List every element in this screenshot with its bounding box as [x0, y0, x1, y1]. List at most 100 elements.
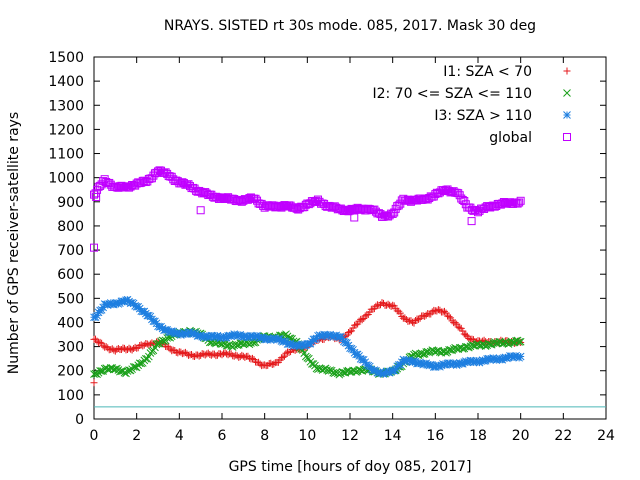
- data-point: [116, 367, 124, 376]
- data-point: [453, 320, 461, 328]
- y-tick-label: 400: [57, 315, 84, 331]
- data-point: [516, 352, 525, 361]
- legend-marker: [563, 89, 571, 97]
- data-point: [93, 311, 101, 320]
- data-point: [218, 333, 226, 342]
- data-point: [451, 319, 459, 327]
- data-point: [148, 339, 156, 347]
- data-point: [346, 328, 354, 336]
- data-point: [449, 359, 458, 368]
- data-point: [365, 362, 374, 371]
- x-tick-label: 6: [218, 428, 227, 444]
- data-point: [447, 314, 455, 322]
- data-point: [462, 331, 470, 339]
- data-point: [111, 365, 120, 374]
- y-tick-label: 200: [57, 364, 84, 380]
- data-point: [97, 306, 106, 314]
- legend-label: I2: 70 <= SZA <= 110: [372, 86, 532, 102]
- y-tick-label: 600: [57, 267, 84, 283]
- y-tick-label: 1300: [48, 98, 84, 114]
- data-point: [448, 317, 456, 325]
- y-tick-label: 700: [57, 243, 84, 259]
- data-point: [338, 334, 347, 343]
- data-point: [355, 317, 363, 325]
- y-tick-label: 1400: [48, 74, 84, 90]
- data-point: [267, 359, 275, 367]
- data-point: [224, 351, 232, 359]
- y-tick-label: 500: [57, 291, 84, 307]
- series-cross: [90, 326, 525, 379]
- data-point: [389, 301, 397, 309]
- data-point: [361, 312, 369, 320]
- outlier-point: [196, 206, 205, 215]
- data-point: [439, 308, 447, 316]
- data-point: [459, 327, 467, 335]
- data-point: [270, 360, 278, 368]
- legend-marker: [563, 67, 571, 75]
- y-tick-label: 100: [57, 388, 84, 404]
- data-point: [241, 353, 249, 361]
- data-point: [445, 313, 453, 321]
- data-point: [436, 306, 444, 314]
- data-point: [248, 354, 256, 362]
- data-point: [166, 345, 174, 353]
- data-point: [396, 309, 404, 317]
- data-point: [358, 316, 366, 324]
- data-point: [401, 314, 409, 322]
- legend-label: global: [489, 130, 532, 146]
- data-point: [285, 340, 293, 348]
- data-point: [125, 366, 133, 374]
- data-point: [280, 352, 288, 360]
- data-point: [378, 369, 386, 378]
- outlier-point: [467, 217, 476, 226]
- data-point: [348, 327, 356, 335]
- data-point: [96, 338, 104, 346]
- x-tick-label: 24: [597, 428, 615, 444]
- data-point: [465, 334, 473, 342]
- data-point: [320, 330, 328, 339]
- data-point: [362, 361, 371, 369]
- legend-label: I1: SZA < 70: [443, 64, 532, 80]
- legend-marker: [563, 133, 571, 141]
- data-point: [412, 316, 420, 324]
- data-point: [434, 362, 443, 370]
- data-point: [415, 315, 423, 323]
- data-point: [440, 307, 448, 315]
- data-point: [454, 323, 462, 331]
- data-point: [127, 345, 135, 353]
- data-point: [142, 340, 150, 347]
- data-point: [343, 339, 351, 347]
- data-point: [408, 318, 416, 326]
- data-point: [251, 332, 260, 341]
- outlier-point: [90, 243, 98, 252]
- data-point: [422, 311, 430, 319]
- series-square: [90, 166, 525, 221]
- data-point: [143, 354, 152, 363]
- data-point: [107, 346, 115, 354]
- data-point: [420, 360, 429, 368]
- y-tick-label: 1100: [48, 147, 84, 163]
- data-point: [486, 355, 495, 364]
- x-tick-label: 0: [90, 428, 99, 444]
- data-point: [349, 345, 357, 354]
- y-tick-label: 300: [57, 340, 84, 356]
- data-point: [344, 328, 352, 336]
- data-point: [324, 331, 333, 340]
- outlier-points: [90, 192, 476, 387]
- data-point: [135, 359, 144, 368]
- outlier-point: [350, 213, 359, 222]
- data-point: [279, 353, 287, 361]
- outlier-point: [90, 379, 98, 387]
- data-point: [256, 360, 264, 368]
- data-point: [210, 333, 219, 342]
- data-point: [289, 342, 298, 350]
- y-axis-title: Number of GPS receiver-satellite rays: [6, 112, 22, 374]
- x-tick-label: 12: [341, 428, 359, 444]
- data-point: [224, 341, 232, 350]
- outlier-point: [92, 192, 101, 201]
- data-point: [180, 349, 188, 357]
- x-tick-label: 20: [512, 428, 530, 444]
- data-point: [119, 297, 127, 306]
- data-point: [282, 349, 290, 357]
